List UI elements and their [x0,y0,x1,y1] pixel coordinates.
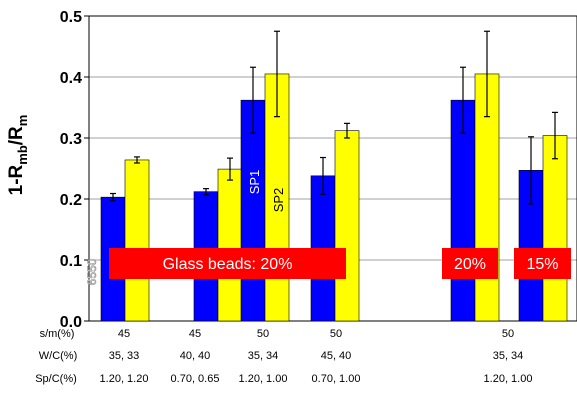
table-cell: 1.20, 1.00 [239,373,288,385]
bar-group2-sp2 [217,168,243,322]
annotation-box [109,248,346,279]
table-cell: 0.70, 0.65 [171,373,220,385]
y-tick-label: 0.1 [60,253,82,270]
y-ticks: 0.0 0.1 0.2 0.3 0.4 0.5 [60,9,89,331]
table-cell: 50 [502,328,514,340]
table-cell: 50 [330,328,342,340]
table-cell: 45 [189,328,201,340]
table-cell: 35, 34 [493,350,524,362]
annotation-box [442,248,498,279]
y-tick-label: 0.0 [60,314,82,331]
table-row-label: W/C(%) [39,350,78,362]
annotation-label: 20% [454,256,486,273]
bar-label-sp2: SP2 [271,188,286,213]
annotations: Glass beads: 20% 20% 15% [109,248,571,279]
y-tick-label: 0.4 [60,70,82,87]
y-tick-label: 0.3 [60,131,82,148]
bars [100,73,568,322]
table-row-label: s/m(%) [40,328,75,340]
annotation-label: Glass beads: 20% [163,256,293,273]
table-cell: 35, 33 [109,350,140,362]
annotation-label: 15% [526,256,558,273]
faint-mark: 6550 [85,258,99,285]
bar-group4-sp2 [334,130,360,322]
table-cell: 35, 34 [248,350,279,362]
bar-group6-sp2 [542,135,568,322]
bar-group1-sp2 [124,159,150,322]
table-cell: 1.20, 1.00 [484,373,533,385]
table-cell: 0.70, 1.00 [312,373,361,385]
parameter-table: s/m(%) 45 45 50 50 50 W/C(%) 35, 33 40, 40 35, 34… [35,328,532,385]
error-bars [110,30,558,205]
bar-label-sp1: SP1 [247,170,262,195]
annotation-box [514,248,571,279]
table-cell: 1.20, 1.20 [100,373,149,385]
table-cell: 50 [257,328,269,340]
y-tick-label: 0.5 [60,9,82,26]
table-cell: 45, 40 [321,350,352,362]
table-cell: 45 [118,328,130,340]
y-tick-label: 0.2 [60,192,82,209]
table-cell: 40, 40 [180,350,211,362]
table-row-label: Sp/C(%) [35,373,77,385]
y-axis-label: 1-Rmb/Rm [6,115,30,196]
